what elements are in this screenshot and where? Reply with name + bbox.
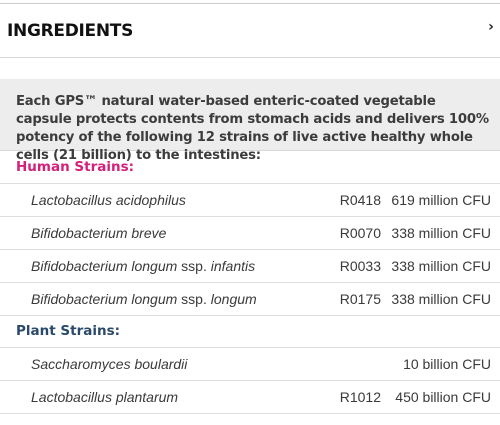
chevron-right-icon[interactable]: › <box>488 19 494 35</box>
strain-row: Bifidobacterium longum ssp. infantis R00… <box>0 250 500 283</box>
strain-cfu: 619 million CFU <box>391 192 491 208</box>
intro-text: Each GPS™ natural water-based enteric-co… <box>16 94 489 163</box>
strain-row: Bifidobacterium longum ssp. longum R0175… <box>0 283 500 316</box>
strain-cfu: 450 billion CFU <box>395 389 491 405</box>
strain-row: Lactobacillus plantarum R1012 450 billio… <box>0 381 500 414</box>
strain-row: Bifidobacterium breve R0070 338 million … <box>0 217 500 250</box>
top-divider <box>0 3 500 4</box>
strain-cfu: 338 million CFU <box>391 291 491 307</box>
section-title: INGREDIENTS <box>7 21 134 41</box>
intro-description: Each GPS™ natural water-based enteric-co… <box>0 79 500 163</box>
strain-code: R0033 <box>339 258 381 274</box>
ingredients-header[interactable]: INGREDIENTS › <box>0 4 500 58</box>
strain-row: Saccharomyces boulardii 10 billion CFU <box>0 348 500 381</box>
strain-name: Bifidobacterium longum ssp. infantis <box>31 258 256 274</box>
strain-name: Bifidobacterium breve <box>31 225 167 241</box>
strain-name: Bifidobacterium longum ssp. longum <box>31 291 257 307</box>
strain-cfu: 338 million CFU <box>391 258 491 274</box>
strain-row: Lactobacillus acidophilus R0418 619 mill… <box>0 184 500 217</box>
strain-code: R1012 <box>339 389 381 405</box>
strain-code: R0175 <box>339 291 381 307</box>
plant-strains-heading: Plant Strains: <box>0 315 500 348</box>
strain-name: Saccharomyces boulardii <box>31 356 188 372</box>
strain-name: Lactobacillus acidophilus <box>31 192 186 208</box>
strain-code: R0070 <box>339 225 381 241</box>
human-strains-heading: Human Strains: <box>0 151 500 184</box>
strain-cfu: 338 million CFU <box>391 225 491 241</box>
strain-code: R0418 <box>339 192 381 208</box>
strain-name: Lactobacillus plantarum <box>31 389 179 405</box>
strain-cfu: 10 billion CFU <box>403 356 491 372</box>
